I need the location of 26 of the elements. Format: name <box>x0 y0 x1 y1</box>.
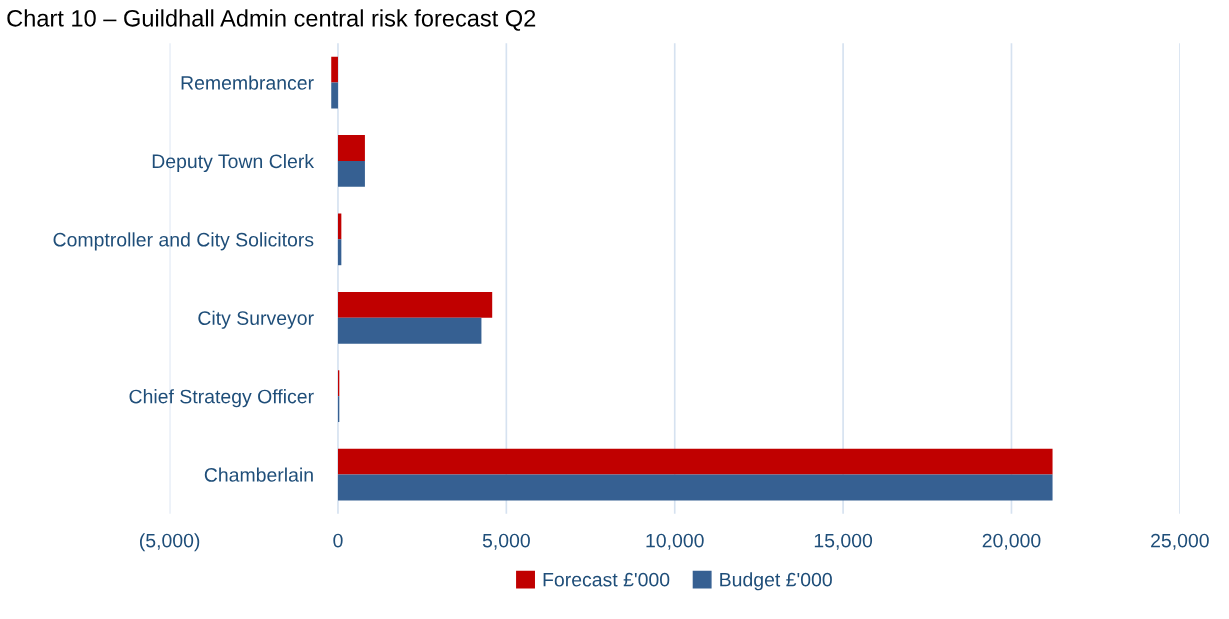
x-tick-label: 25,000 <box>1151 533 1209 550</box>
bar <box>337 213 342 240</box>
x-tick-label: 0 <box>333 533 343 548</box>
bar <box>337 160 365 187</box>
bar <box>337 135 365 161</box>
chart-title: Chart 10 – Guildhall Admin central risk forecast Q2 <box>7 9 536 31</box>
bar <box>337 317 482 344</box>
bar <box>337 448 1053 475</box>
bar <box>337 474 1053 501</box>
bar <box>331 82 338 109</box>
y-tick-label: Chamberlain <box>204 467 313 482</box>
x-tick-label: (5,000) <box>140 533 200 552</box>
bar <box>337 239 342 266</box>
y-tick-label: Remembrancer <box>181 75 314 90</box>
x-tick-label: 5,000 <box>482 533 530 550</box>
y-tick-label: City Surveyor <box>198 310 314 329</box>
bar <box>337 291 493 318</box>
y-tick-label: Chief Strategy Officer <box>129 389 314 408</box>
x-tick-label: 15,000 <box>814 533 873 550</box>
bar <box>331 56 338 83</box>
legend-label: Forecast £'000 <box>543 572 670 587</box>
y-tick-label: Comptroller and City Solicitors <box>53 232 314 251</box>
x-tick-label: 20,000 <box>982 533 1041 550</box>
x-tick-label: 10,000 <box>646 533 704 550</box>
y-tick-label: Deputy Town Clerk <box>152 153 315 173</box>
legend-label: Budget £'000 <box>720 572 832 591</box>
